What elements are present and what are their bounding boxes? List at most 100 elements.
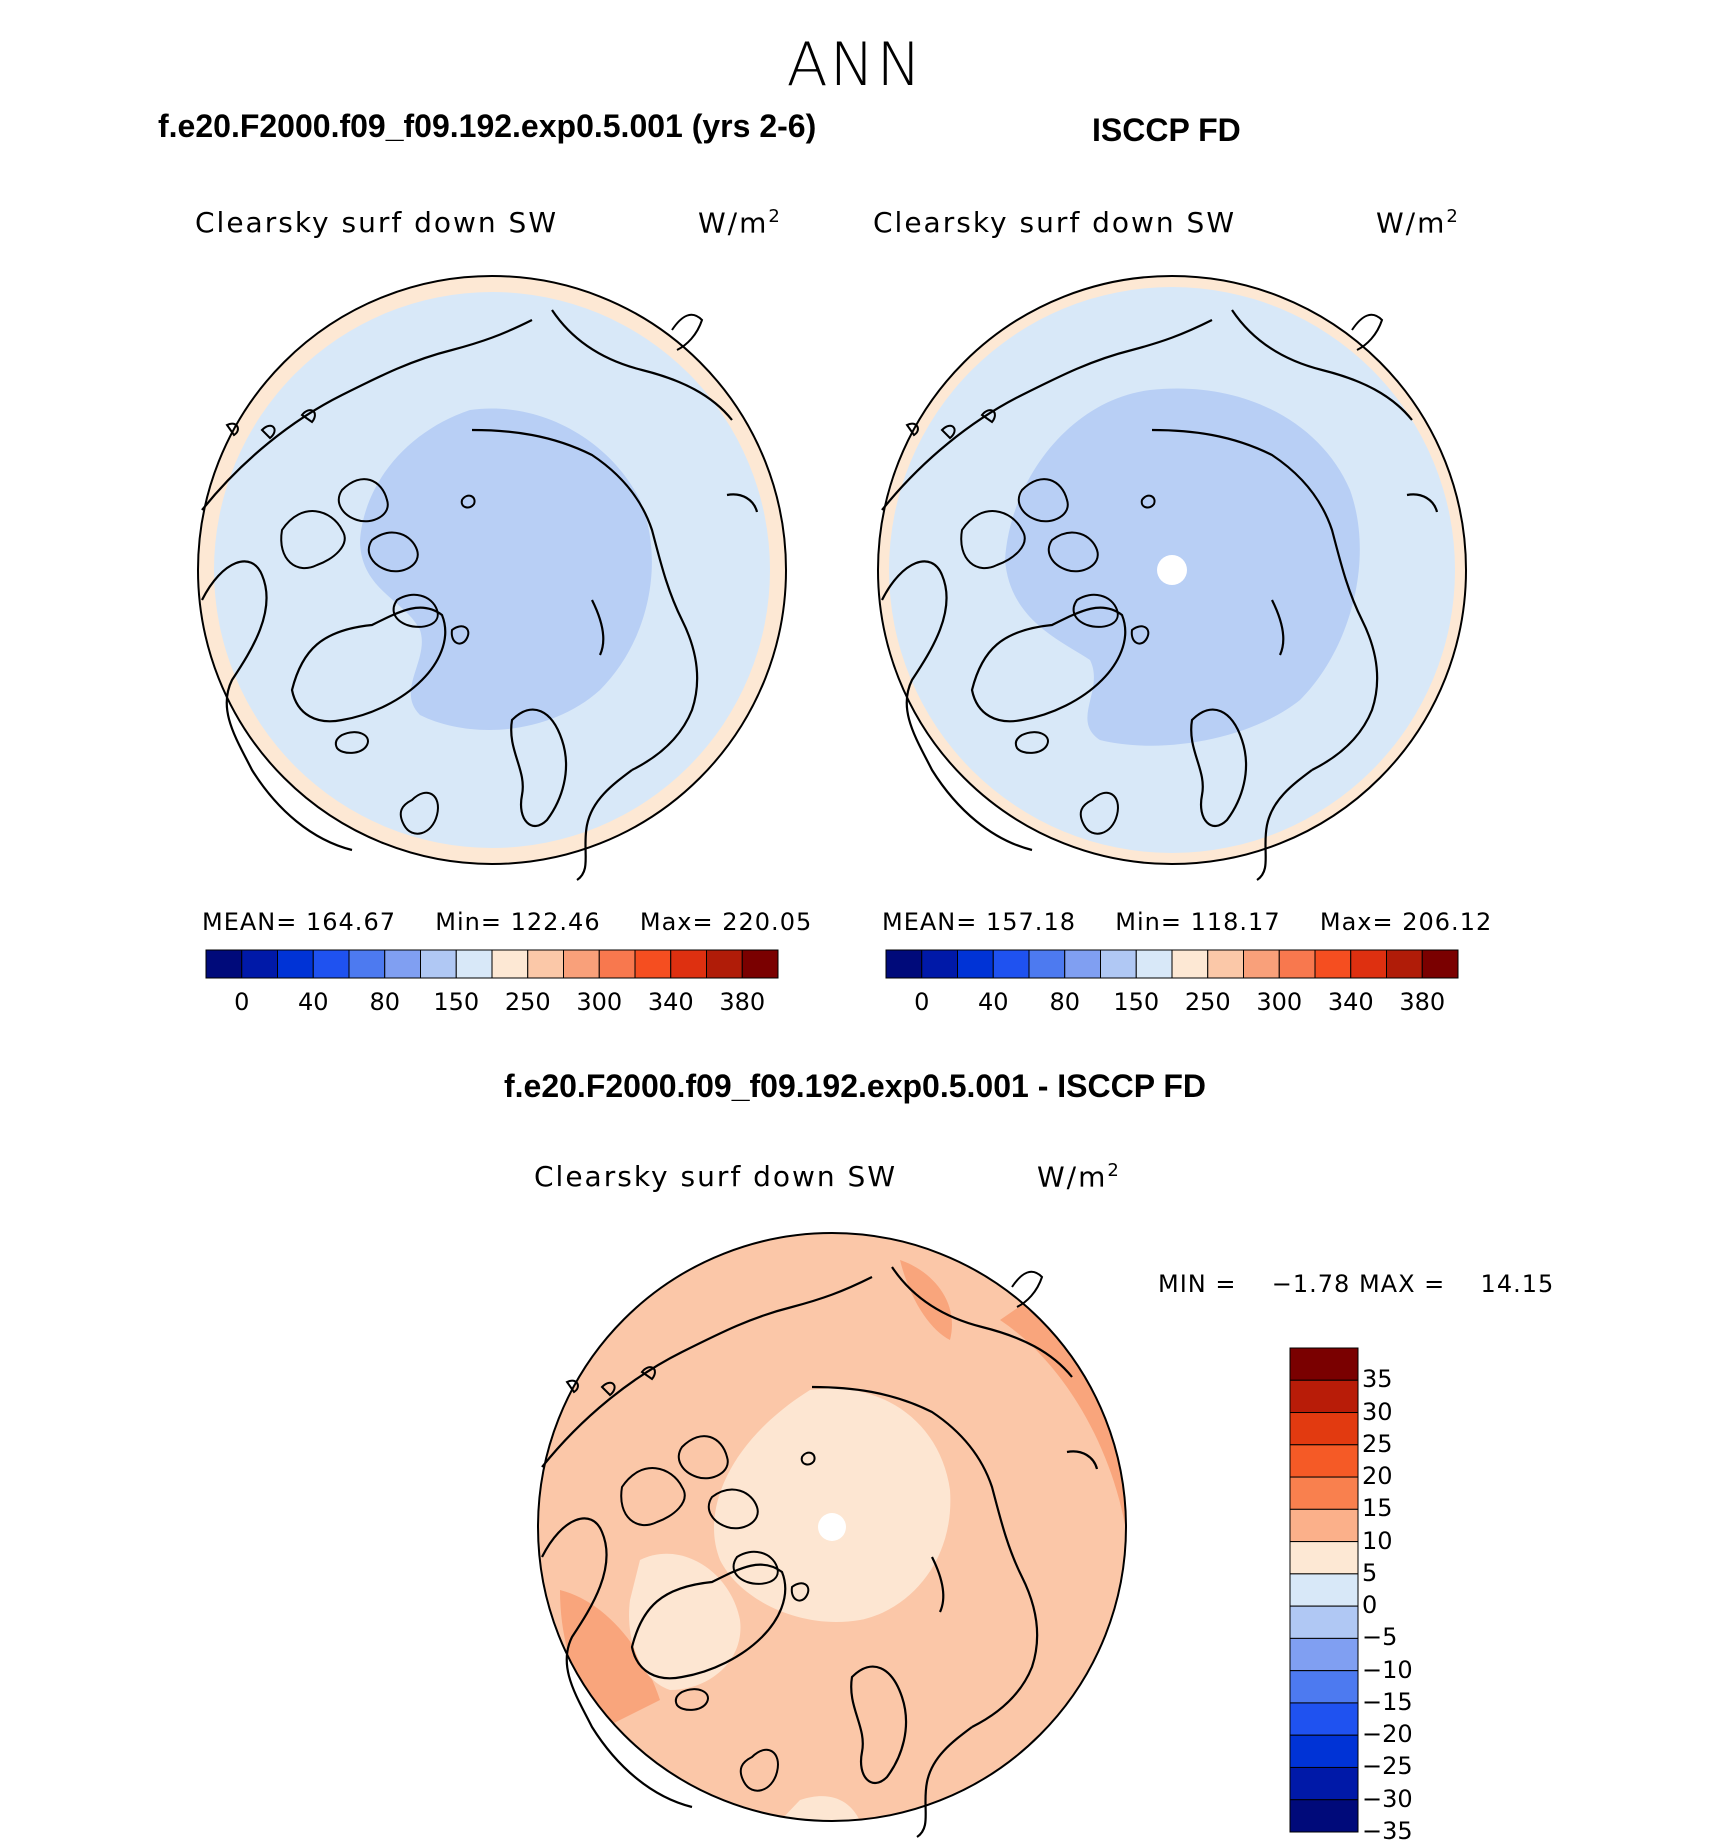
model-colorbar-swatch xyxy=(598,949,636,979)
model-colorbar-tick-label: 0 xyxy=(234,988,250,1016)
diff-colorbar-tick-label: 25 xyxy=(1362,1429,1393,1458)
model-max-label: Max= xyxy=(639,908,714,936)
diff-colorbar-tick-label: −10 xyxy=(1362,1655,1413,1684)
diff-colorbar-swatch xyxy=(1289,1347,1359,1381)
obs-colorbar-swatch xyxy=(1064,949,1101,979)
model-colorbar-tick-label: 250 xyxy=(504,988,551,1016)
model-colorbar-swatch xyxy=(741,949,779,979)
obs-colorbar-swatch xyxy=(957,949,994,979)
obs-colorbar-tick-label: 40 xyxy=(977,988,1009,1016)
diff-min-value: −1.78 xyxy=(1271,1270,1351,1298)
diff-colorbar-swatch xyxy=(1289,1508,1359,1543)
obs-colorbar-swatch xyxy=(1028,949,1066,979)
obs-colorbar-swatch xyxy=(1100,949,1137,979)
obs-colorbar-swatch xyxy=(992,949,1030,979)
model-colorbar xyxy=(205,949,779,979)
diff-colorbar-swatch xyxy=(1289,1541,1359,1575)
obs-colorbar-swatch xyxy=(1278,949,1316,979)
obs-mean-label: MEAN= xyxy=(882,908,978,936)
model-colorbar-swatch xyxy=(312,949,350,979)
obs-min-value: 118.17 xyxy=(1190,908,1281,936)
diff-map-missing-pole xyxy=(818,1513,846,1541)
diff-colorbar-swatch xyxy=(1289,1573,1359,1607)
model-map-polar-low xyxy=(360,408,652,730)
diff-colorbar-tick-label: 35 xyxy=(1362,1365,1393,1394)
obs-stats: MEAN= 157.18 Min= 118.17 Max= 206.12 xyxy=(882,908,1492,936)
obs-max-value: 206.12 xyxy=(1402,908,1493,936)
model-map-boundary xyxy=(197,275,787,865)
obs-colorbar-tick-label: 300 xyxy=(1256,988,1303,1016)
diff-colorbar-swatch xyxy=(1289,1476,1359,1510)
obs-colorbar-swatch xyxy=(1421,949,1459,979)
model-colorbar-swatch xyxy=(277,949,314,979)
model-colorbar-tick-label: 40 xyxy=(297,988,329,1016)
obs-variable-label: Clearsky surf down SW xyxy=(873,206,1237,239)
obs-colorbar-swatch xyxy=(1386,949,1423,979)
model-colorbar-swatch xyxy=(706,949,743,979)
diff-colorbar-tick-label: 15 xyxy=(1362,1494,1393,1523)
diff-map-north-high xyxy=(900,1260,952,1340)
diff-colorbar-swatch xyxy=(1289,1670,1359,1704)
obs-colorbar-tick-label: 250 xyxy=(1184,988,1231,1016)
diff-colorbar-tick-label: 5 xyxy=(1362,1558,1378,1587)
diff-variable-label: Clearsky surf down SW xyxy=(534,1160,898,1193)
obs-colorbar xyxy=(885,949,1459,979)
obs-colorbar-tick-label: 380 xyxy=(1399,988,1446,1016)
model-colorbar-tick-label: 340 xyxy=(647,988,694,1016)
model-variable-label: Clearsky surf down SW xyxy=(195,206,559,239)
diff-colorbar-tick-label: −5 xyxy=(1362,1623,1398,1652)
obs-panel-title: ISCCP FD xyxy=(1092,112,1241,148)
model-colorbar-swatch xyxy=(670,949,707,979)
diff-map-greenland-light xyxy=(629,1553,741,1690)
obs-colorbar-swatch xyxy=(1135,949,1173,979)
model-colorbar-tick-label: 380 xyxy=(719,988,766,1016)
diff-colorbar-swatch xyxy=(1289,1799,1359,1833)
diff-colorbar xyxy=(1289,1347,1359,1833)
model-units-label: W/m2 xyxy=(698,206,782,240)
obs-units-label: W/m2 xyxy=(1376,206,1460,240)
obs-colorbar-tick-label: 80 xyxy=(1049,988,1081,1016)
obs-colorbar-swatch xyxy=(1207,949,1244,979)
obs-max-label: Max= xyxy=(1319,908,1394,936)
diff-max-label: MAX = xyxy=(1358,1270,1446,1298)
diff-map-polar-light xyxy=(714,1388,951,1622)
diff-colorbar-tick-label: −30 xyxy=(1362,1784,1413,1813)
diff-colorbar-tick-label: 30 xyxy=(1362,1397,1393,1426)
model-colorbar-swatch xyxy=(348,949,386,979)
diff-colorbar-tick-label: −20 xyxy=(1362,1720,1413,1749)
model-stats: MEAN= 164.67 Min= 122.46 Max= 220.05 xyxy=(202,908,812,936)
obs-colorbar-tick-label: 0 xyxy=(914,988,930,1016)
diff-max-value: 14.15 xyxy=(1480,1270,1555,1298)
model-colorbar-swatch xyxy=(491,949,529,979)
model-mean-value: 164.67 xyxy=(306,908,396,936)
model-min-label: Min= xyxy=(435,908,502,936)
obs-mean-value: 157.18 xyxy=(986,908,1076,936)
obs-map-boundary xyxy=(877,275,1467,865)
diff-colorbar-swatch xyxy=(1289,1605,1359,1639)
model-colorbar-swatch xyxy=(455,949,493,979)
obs-colorbar-swatch xyxy=(1350,949,1387,979)
diff-min-label: MIN = xyxy=(1158,1270,1237,1298)
diff-colorbar-tick-label: −15 xyxy=(1362,1687,1413,1716)
obs-colorbar-swatch xyxy=(1314,949,1352,979)
figure-title: ANN xyxy=(786,30,924,100)
diff-colorbar-tick-label: 10 xyxy=(1362,1526,1393,1555)
diff-map-boundary xyxy=(537,1232,1127,1822)
obs-colorbar-swatch xyxy=(921,949,958,979)
diff-colorbar-swatch xyxy=(1289,1379,1359,1414)
diff-colorbar-tick-label: −35 xyxy=(1362,1817,1413,1845)
model-colorbar-swatch xyxy=(634,949,672,979)
obs-colorbar-swatch xyxy=(885,949,923,979)
diff-units-label: W/m2 xyxy=(1037,1160,1121,1194)
obs-colorbar-tick-label: 340 xyxy=(1327,988,1374,1016)
diff-map-south-light xyxy=(780,1796,860,1821)
model-min-value: 122.46 xyxy=(510,908,601,936)
obs-colorbar-swatch xyxy=(1171,949,1209,979)
diff-colorbar-swatch xyxy=(1289,1734,1359,1768)
model-colorbar-swatch xyxy=(241,949,278,979)
diff-colorbar-tick-label: −25 xyxy=(1362,1752,1413,1781)
diff-map xyxy=(537,1232,1127,1839)
model-colorbar-swatch xyxy=(420,949,457,979)
model-colorbar-tick-label: 80 xyxy=(369,988,401,1016)
